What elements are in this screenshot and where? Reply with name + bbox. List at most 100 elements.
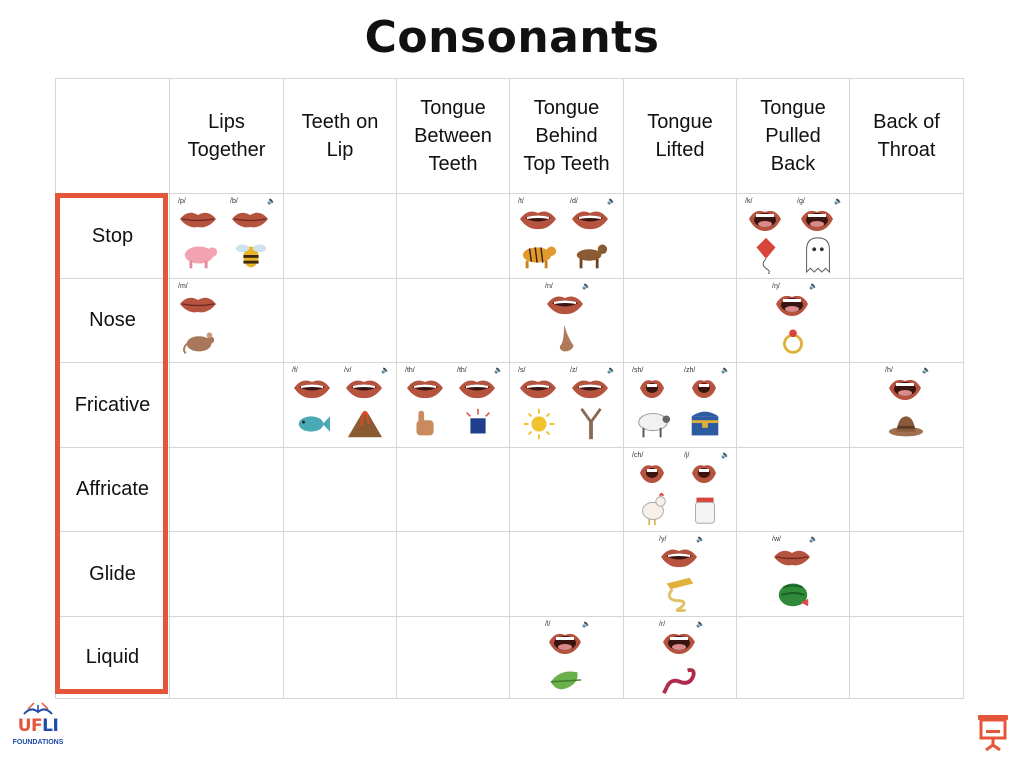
column-header-back-of-throat: Back of Throat (849, 78, 964, 194)
chart-cell: /f/ /v/ 🔈 (283, 362, 397, 448)
mouth-icon (344, 376, 384, 407)
speaker-icon[interactable]: 🔈 (381, 367, 390, 374)
tiger-icon (520, 236, 558, 279)
chart-cell (849, 616, 964, 699)
chart-cell (736, 447, 850, 532)
chart-cell: /k/ /g/ 🔈 (736, 193, 850, 279)
sound-label: /h/ (885, 367, 893, 374)
sound-card[interactable]: /g/ 🔈 (795, 198, 843, 276)
chart-cell (849, 531, 964, 617)
column-header-tongue-lifted: Tongue Lifted (623, 78, 737, 194)
sound-card[interactable]: /th/ 🔈 (455, 367, 503, 445)
sound-card[interactable]: /w/ 🔈 (770, 536, 818, 614)
mouth-icon (292, 376, 332, 407)
mouth-icon (632, 461, 672, 492)
sound-card[interactable]: /sh/ (630, 367, 678, 445)
chart-cell (169, 616, 284, 699)
sound-card[interactable]: /p/ (176, 198, 224, 276)
sound-card[interactable]: /d/ 🔈 (568, 198, 616, 276)
sound-card[interactable]: /f/ (290, 367, 338, 445)
mouth-icon (570, 376, 610, 407)
speaker-icon[interactable]: 🔈 (607, 367, 616, 374)
sound-card[interactable]: /t/ (516, 198, 564, 276)
sound-label: /z/ (570, 367, 578, 374)
chart-cell (283, 278, 397, 363)
chart-cell: /th/ /th/ 🔈 (396, 362, 510, 448)
chart-cell (736, 362, 850, 448)
sound-label: /n/ (545, 283, 553, 290)
sound-label: /r/ (659, 621, 666, 628)
sound-card[interactable]: /r/ 🔈 (657, 621, 705, 699)
chart-cell (849, 447, 964, 532)
sound-card[interactable]: /l/ 🔈 (543, 621, 591, 699)
mouth-icon (684, 376, 724, 407)
speaker-icon[interactable]: 🔈 (721, 367, 730, 374)
sound-card[interactable]: /th/ (403, 367, 451, 445)
sound-card[interactable]: /zh/ 🔈 (682, 367, 730, 445)
presentation-icon[interactable] (976, 713, 1010, 753)
mouth-icon (797, 207, 837, 238)
mouth-icon (230, 207, 270, 238)
sound-card[interactable]: /k/ (743, 198, 791, 276)
speaker-icon[interactable]: 🔈 (696, 621, 705, 628)
sound-card[interactable]: /m/ (176, 283, 224, 361)
speaker-icon[interactable]: 🔈 (582, 283, 591, 290)
sound-card[interactable]: /h/ 🔈 (883, 367, 931, 445)
sound-card[interactable]: /v/ 🔈 (342, 367, 390, 445)
dog-icon (572, 236, 610, 279)
chicken-icon (634, 490, 672, 533)
speaker-icon[interactable]: 🔈 (809, 536, 818, 543)
mouth-icon (457, 376, 497, 407)
mouth-icon (659, 630, 699, 661)
chart-cell: /n/ 🔈 (509, 278, 624, 363)
sound-label: /f/ (292, 367, 298, 374)
sound-label: /k/ (745, 198, 753, 205)
sound-label: /j/ (684, 452, 690, 459)
chart-cell (849, 278, 964, 363)
zipper-icon (572, 405, 610, 448)
this-cube-icon (459, 405, 497, 448)
sound-card[interactable]: /ŋ/ 🔈 (770, 283, 818, 361)
sound-card[interactable]: /z/ 🔈 (568, 367, 616, 445)
speaker-icon[interactable]: 🔈 (922, 367, 931, 374)
sound-card[interactable]: /j/ 🔈 (682, 452, 730, 530)
speaker-icon[interactable]: 🔈 (834, 198, 843, 205)
chart-cell: /ch/ /j/ 🔈 (623, 447, 737, 532)
treasure-icon (686, 405, 724, 448)
row-header-liquid: Liquid (55, 616, 170, 699)
mouth-icon (178, 292, 218, 323)
sound-card[interactable]: /n/ 🔈 (543, 283, 591, 361)
sheep-icon (634, 405, 672, 448)
sound-card[interactable]: /b/ 🔈 (228, 198, 276, 276)
chart-cell (169, 362, 284, 448)
chart-cell (283, 531, 397, 617)
speaker-icon[interactable]: 🔈 (721, 452, 730, 459)
speaker-icon[interactable]: 🔈 (809, 283, 818, 290)
chart-cell (283, 193, 397, 279)
row-header-affricate: Affricate (55, 447, 170, 532)
chart-cell (283, 447, 397, 532)
sound-label: /w/ (772, 536, 781, 543)
nose-icon (547, 321, 585, 364)
sound-label: /y/ (659, 536, 667, 543)
mouth-icon (659, 545, 699, 576)
mouse-icon (180, 321, 218, 364)
chart-cell (396, 193, 510, 279)
sound-label: /ŋ/ (772, 283, 780, 290)
speaker-icon[interactable]: 🔈 (582, 621, 591, 628)
speaker-icon[interactable]: 🔈 (267, 198, 276, 205)
sound-card[interactable]: /s/ (516, 367, 564, 445)
mouth-icon (178, 207, 218, 238)
sound-card[interactable]: /ch/ (630, 452, 678, 530)
bee-icon (232, 236, 270, 279)
speaker-icon[interactable]: 🔈 (494, 367, 503, 374)
sound-card[interactable]: /y/ 🔈 (657, 536, 705, 614)
chart-cell: /t/ /d/ 🔈 (509, 193, 624, 279)
chart-cell: /m/ (169, 278, 284, 363)
speaker-icon[interactable]: 🔈 (696, 536, 705, 543)
chart-cell (623, 193, 737, 279)
mouth-icon (518, 376, 558, 407)
speaker-icon[interactable]: 🔈 (607, 198, 616, 205)
sound-label: /zh/ (684, 367, 696, 374)
mouth-icon (885, 376, 925, 407)
